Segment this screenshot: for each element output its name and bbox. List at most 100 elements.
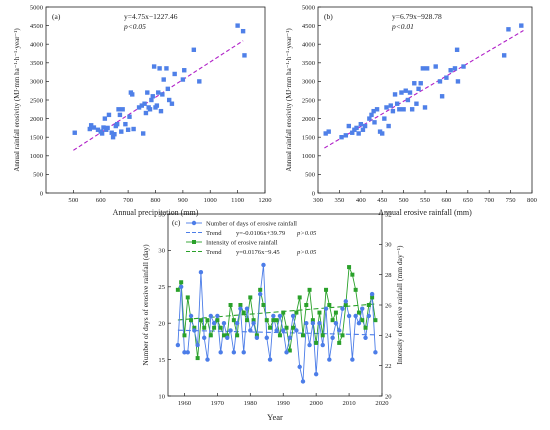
intensity-point xyxy=(347,265,352,270)
days-series-line xyxy=(177,264,376,382)
days-point xyxy=(360,306,365,311)
data-point xyxy=(356,131,361,136)
intensity-point xyxy=(287,348,292,353)
intensity-point xyxy=(212,325,217,330)
data-point xyxy=(142,101,147,106)
days-point xyxy=(208,313,213,319)
data-point xyxy=(420,66,426,71)
data-point xyxy=(150,94,155,99)
x-axis-label: Year xyxy=(267,412,283,422)
intensity-point xyxy=(370,295,375,300)
intensity-point xyxy=(294,310,299,315)
intensity-point xyxy=(373,318,378,323)
days-point xyxy=(333,321,339,326)
data-point xyxy=(154,103,160,108)
intensity-point xyxy=(363,325,368,330)
data-point xyxy=(407,90,413,95)
days-point xyxy=(297,364,302,370)
y-left-tick-label: 20 xyxy=(158,321,165,328)
legend-label: Intensity of erosive rainfall xyxy=(206,239,278,246)
data-point xyxy=(501,53,507,58)
data-point xyxy=(117,112,123,118)
x-tick-label: 2020 xyxy=(375,400,389,407)
y-axis-label: Annual rainfall erosivity (MJ·mm ha⁻¹·h⁻… xyxy=(285,28,293,172)
data-point xyxy=(116,107,121,112)
days-point xyxy=(290,313,296,319)
y-tick-label: 1500 xyxy=(302,135,316,142)
data-point xyxy=(139,103,145,108)
days-point xyxy=(300,379,306,384)
data-point xyxy=(102,116,108,121)
intensity-point xyxy=(179,280,184,285)
intensity-point xyxy=(340,333,345,338)
y-tick-label: 1000 xyxy=(302,153,316,160)
days-point xyxy=(254,335,260,340)
days-point xyxy=(221,321,227,326)
intensity-point xyxy=(228,303,233,307)
legend-equation: y=0.0176x−9.45 xyxy=(236,249,280,256)
y-tick-label: 5000 xyxy=(302,4,316,11)
y-tick-label: 3500 xyxy=(30,60,44,67)
data-point xyxy=(382,116,387,121)
days-point xyxy=(340,306,345,311)
days-point xyxy=(317,321,322,326)
y-right-tick-label: 26 xyxy=(385,302,392,309)
days-point xyxy=(261,262,266,268)
intensity-point xyxy=(304,303,309,307)
data-point xyxy=(156,90,161,95)
intensity-point xyxy=(343,303,348,307)
legend-label: Number of days of erosive rainfall xyxy=(206,220,297,227)
y-tick-label: 500 xyxy=(305,172,316,179)
y-left-axis-label: Number of days of erosive rainfall (day) xyxy=(141,244,150,366)
legend-label: Trend xyxy=(206,249,222,256)
legend-marker xyxy=(192,240,196,244)
data-point xyxy=(95,127,101,132)
data-point xyxy=(346,123,352,129)
y-tick-label: 5000 xyxy=(30,4,44,11)
intensity-point xyxy=(281,310,286,315)
intensity-point xyxy=(241,310,246,315)
days-point xyxy=(241,350,246,355)
days-point xyxy=(281,328,286,333)
data-point xyxy=(455,79,461,84)
data-point xyxy=(403,88,408,93)
data-point xyxy=(99,131,105,136)
y-right-tick-label: 22 xyxy=(385,363,392,370)
data-point xyxy=(326,129,331,134)
regression-equation: y=6.79x−928.78 xyxy=(392,12,442,21)
intensity-point xyxy=(284,325,289,330)
days-point xyxy=(244,306,250,311)
days-point xyxy=(294,328,299,333)
data-point xyxy=(127,114,132,119)
intensity-point xyxy=(202,325,207,330)
days-point xyxy=(248,328,253,333)
data-point xyxy=(439,94,445,99)
data-point xyxy=(140,131,146,136)
intensity-point xyxy=(264,318,269,323)
data-point xyxy=(147,107,153,112)
days-point xyxy=(356,321,362,326)
days-point xyxy=(284,350,289,355)
days-point xyxy=(205,357,210,362)
days-point xyxy=(330,335,335,340)
data-point xyxy=(235,23,240,28)
x-axis-label: Annual precipitation (mm) xyxy=(113,208,199,217)
data-point xyxy=(360,127,366,132)
intensity-point xyxy=(258,287,263,292)
data-point xyxy=(161,77,166,82)
data-point xyxy=(130,92,135,97)
intensity-point xyxy=(268,325,273,330)
data-point xyxy=(91,125,97,130)
data-point xyxy=(418,81,423,86)
data-point xyxy=(372,120,377,125)
intensity-point xyxy=(198,318,203,323)
y-left-tick-label: 10 xyxy=(158,393,165,400)
panel-c: 1960 1970 1980 1990 2000 2010 2020 10 15 20 25 30 35… xyxy=(141,211,404,422)
panel-a: 500 600 700 800 900 1000 1100 1200 0 500 1000 1500 2… xyxy=(13,4,272,217)
days-point xyxy=(218,350,223,355)
x-tick-label: 1200 xyxy=(258,197,272,204)
x-tick-label: 750 xyxy=(506,197,517,204)
intensity-point xyxy=(333,310,338,315)
data-point xyxy=(172,71,177,77)
